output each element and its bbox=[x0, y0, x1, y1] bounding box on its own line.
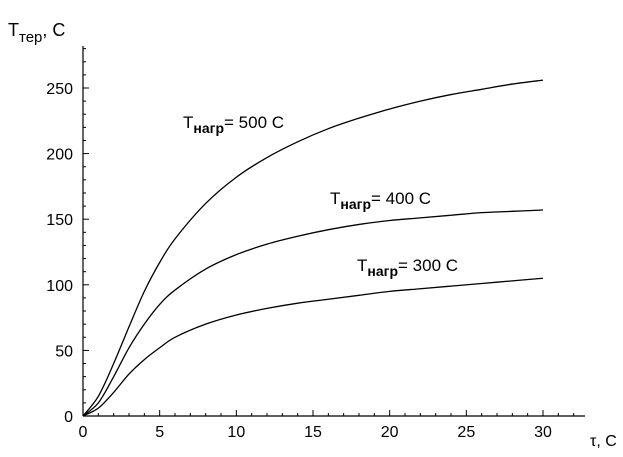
axes: 0 5 10 15 20 25 30 0 50 100 150 200 250 bbox=[46, 46, 585, 441]
series-label-1: Tнагр= 500 C bbox=[183, 113, 284, 136]
y-tick-label: 50 bbox=[55, 343, 73, 360]
x-tick-label: 25 bbox=[457, 424, 475, 441]
series-line-2 bbox=[82, 209, 544, 417]
y-tick-label: 100 bbox=[46, 278, 73, 295]
x-tick-label: 5 bbox=[155, 424, 164, 441]
y-tick-label: 250 bbox=[46, 81, 73, 98]
x-tick-label: 10 bbox=[227, 424, 245, 441]
y-tick-label: 0 bbox=[64, 409, 73, 426]
curves bbox=[82, 79, 544, 417]
series-label-3: Tнагр= 300 C bbox=[357, 256, 458, 279]
series-line-1 bbox=[82, 79, 544, 417]
y-axis-label: Tтер, C bbox=[8, 20, 65, 46]
x-tick-label: 0 bbox=[79, 424, 88, 441]
x-tick-label: 20 bbox=[381, 424, 399, 441]
series-label-2: Tнагр= 400 C bbox=[330, 189, 431, 212]
y-tick-label: 200 bbox=[46, 147, 73, 164]
labels: Tтер, C τ, C Tнагр= 500 C Tнагр= 400 C Tнагр… bbox=[8, 20, 617, 450]
y-tick-label: 150 bbox=[46, 212, 73, 229]
x-axis-label: τ, C bbox=[590, 433, 617, 450]
x-tick-label: 30 bbox=[534, 424, 552, 441]
series-line-3 bbox=[82, 277, 544, 417]
x-tick-label: 15 bbox=[304, 424, 322, 441]
